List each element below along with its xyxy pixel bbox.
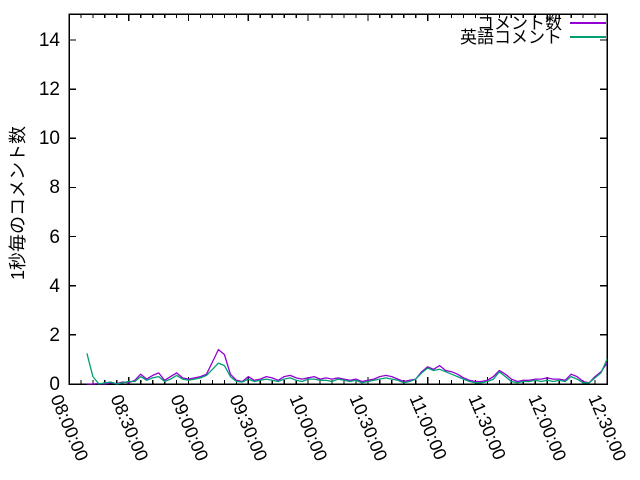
- legend-label-comments: コメント数: [477, 13, 562, 33]
- y-tick-label: 0: [49, 374, 60, 395]
- series-line-1: [86, 353, 608, 385]
- legend-entry-comments: コメント数: [460, 13, 606, 33]
- y-tick-label: 12: [38, 79, 60, 101]
- y-tick-label: 14: [38, 30, 60, 52]
- y-tick-label: 4: [49, 275, 60, 297]
- y-tick-label: 6: [49, 226, 60, 248]
- legend: コメント数 英語コメント: [460, 13, 606, 47]
- series-line-0: [86, 348, 608, 385]
- plot-border: [68, 13, 608, 385]
- legend-entry-english: 英語コメント: [460, 27, 606, 47]
- y-tick-label: 10: [38, 128, 60, 150]
- y-tick-label: 2: [49, 324, 60, 346]
- legend-label-english: 英語コメント: [460, 27, 562, 47]
- legend-line-sample-comments: [570, 22, 606, 24]
- y-tick-label: 8: [49, 177, 60, 199]
- legend-line-sample-english: [570, 36, 606, 38]
